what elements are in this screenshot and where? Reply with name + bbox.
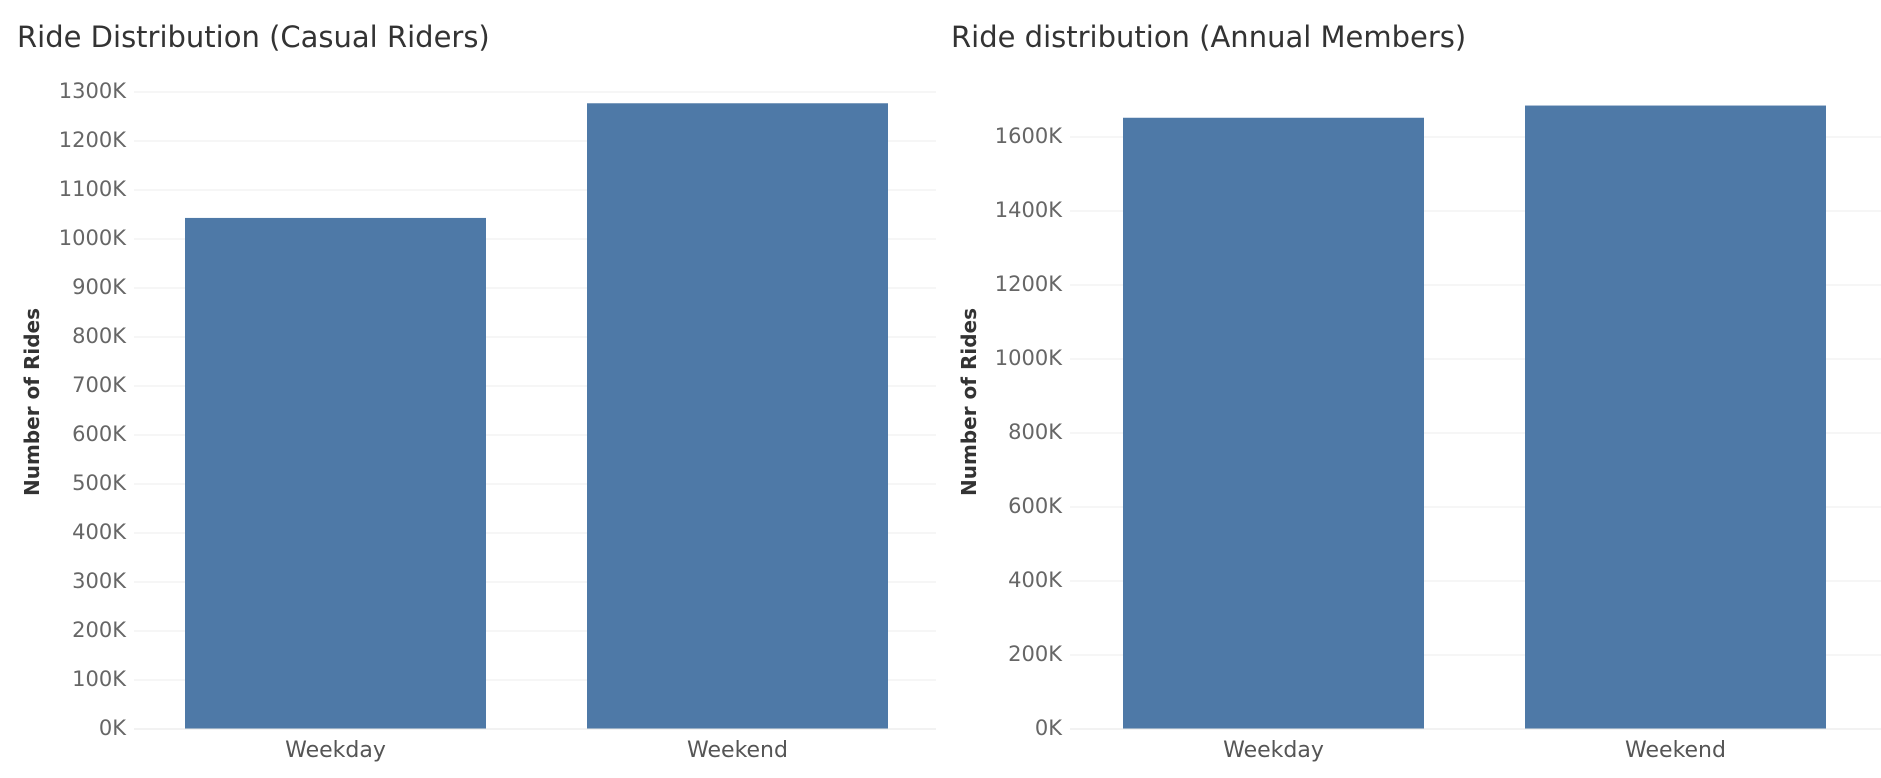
bar-weekend[interactable]	[1525, 105, 1826, 730]
y-tick-label: 400K	[72, 520, 127, 544]
chart-title: Ride distribution (Annual Members)	[951, 20, 1467, 54]
chart-plot-members: 0K 200K 400K 600K 800K 1000K 1200K 1400K 1600K We…	[957, 105, 1881, 763]
y-tick-label: 0K	[99, 716, 127, 740]
chart-plot-casual: 0K 100K 200K 300K 400K 500K 600K 700K 800K 900K 10…	[20, 79, 936, 763]
chart-annual-members: Ride distribution (Annual Members) 0K 200…	[940, 0, 1881, 778]
y-tick-label: 1200K	[995, 272, 1063, 296]
x-category-label: Weekday	[1223, 738, 1324, 763]
y-tick-label: 400K	[1008, 568, 1063, 592]
y-tick-label: 1000K	[59, 226, 127, 250]
y-axis-title: Number of Rides	[20, 308, 44, 496]
chart-title: Ride Distribution (Casual Riders)	[17, 20, 490, 54]
x-category-label: Weekend	[1625, 738, 1726, 763]
y-tick-label: 200K	[72, 618, 127, 642]
y-tick-label: 1600K	[995, 124, 1063, 148]
x-category-label: Weekend	[687, 738, 788, 763]
x-category-label: Weekday	[285, 738, 386, 763]
y-tick-label: 300K	[72, 569, 127, 593]
bar-weekday[interactable]	[185, 217, 486, 729]
y-tick-label: 0K	[1035, 716, 1063, 740]
y-tick-label: 1300K	[59, 79, 127, 103]
y-tick-label: 800K	[72, 324, 127, 348]
y-tick-label: 800K	[1008, 420, 1063, 444]
y-tick-label: 100K	[72, 667, 127, 691]
y-tick-label: 200K	[1008, 642, 1063, 666]
y-tick-label: 700K	[72, 373, 127, 397]
y-tick-label: 1400K	[995, 198, 1063, 222]
y-tick-label: 1000K	[995, 346, 1063, 370]
bar-weekday[interactable]	[1123, 117, 1424, 729]
y-tick-label: 500K	[72, 471, 127, 495]
y-tick-label: 1100K	[59, 177, 127, 201]
y-tick-label: 900K	[72, 275, 127, 299]
y-axis-title: Number of Rides	[957, 308, 981, 496]
y-tick-label: 600K	[1008, 494, 1063, 518]
chart-casual-riders: Ride Distribution (Casual Riders) 0K 100K…	[0, 0, 940, 778]
bar-weekend[interactable]	[587, 103, 888, 729]
y-tick-label: 1200K	[59, 128, 127, 152]
y-tick-label: 600K	[72, 422, 127, 446]
